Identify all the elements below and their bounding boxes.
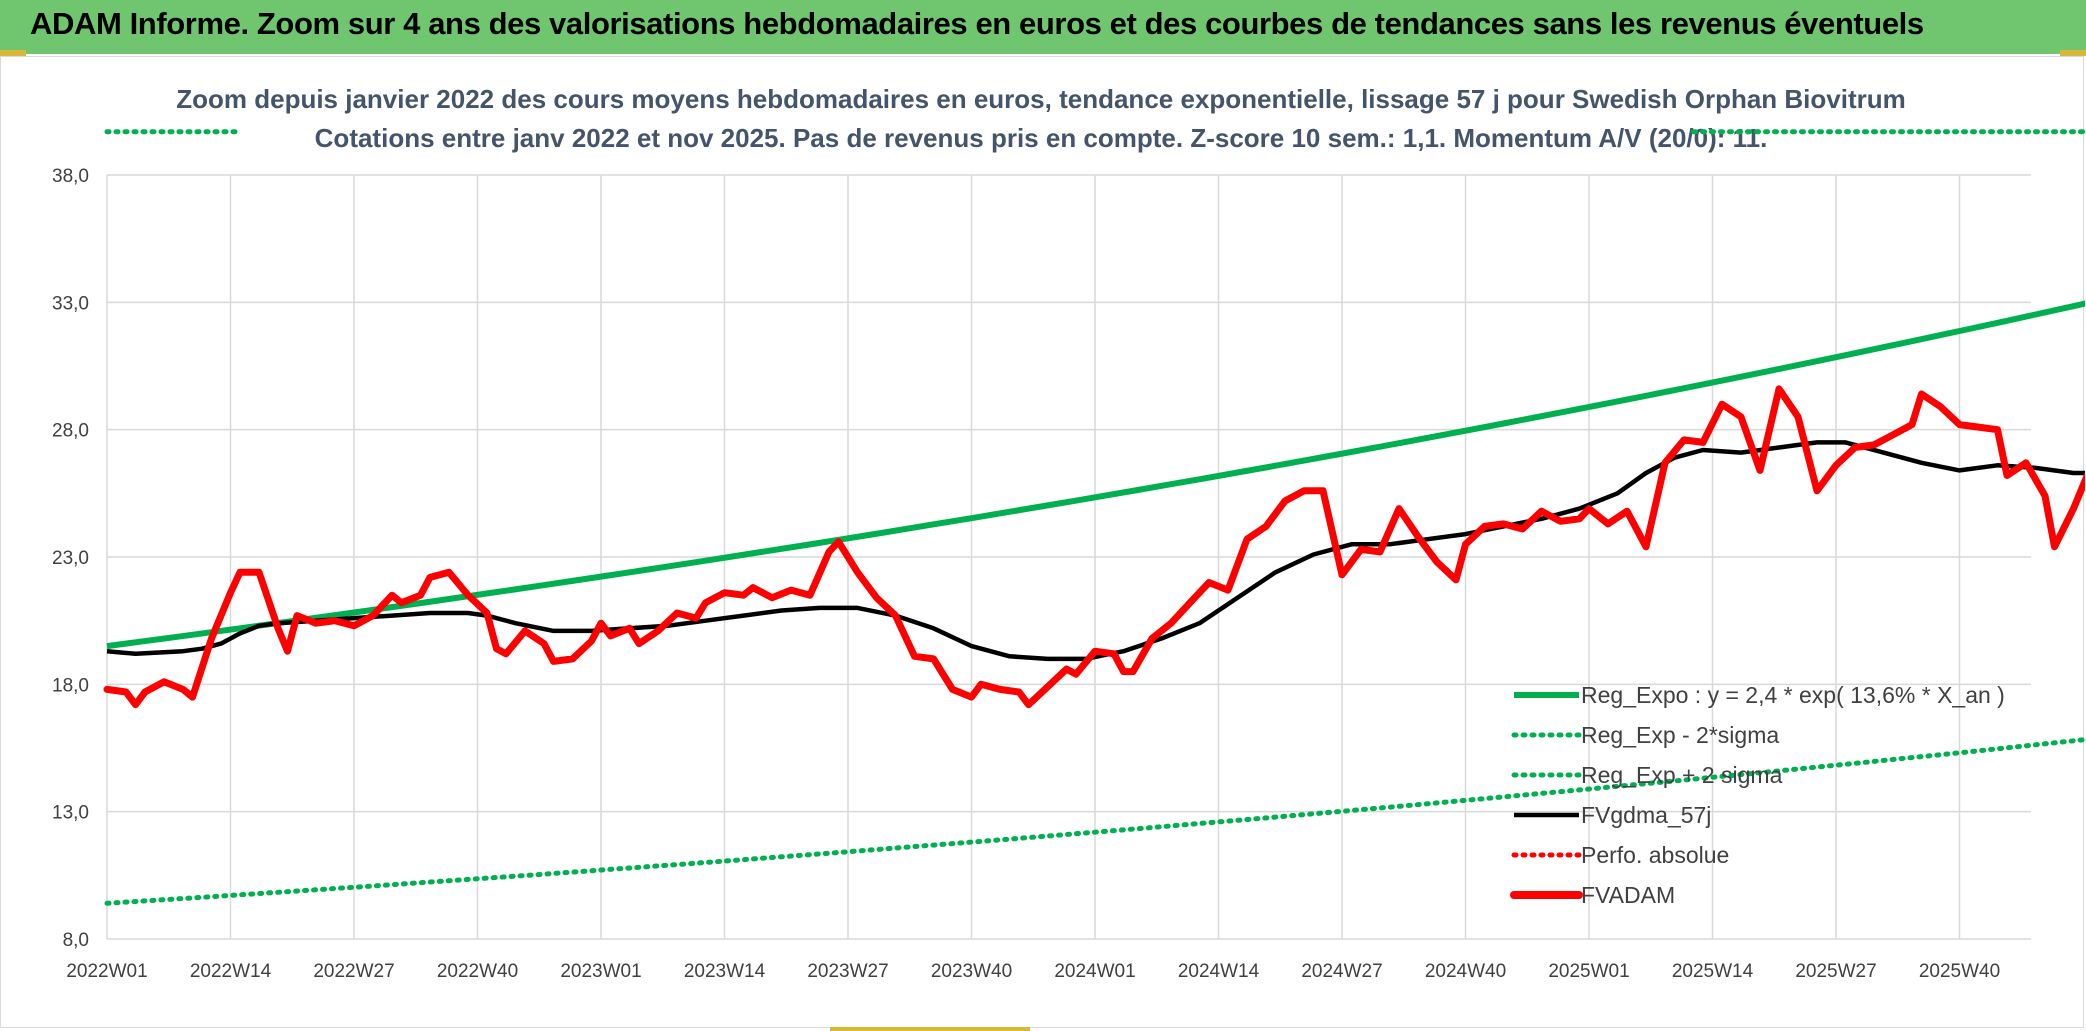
legend-label: FVADAM <box>1581 882 1675 908</box>
valuation-chart: Zoom depuis janvier 2022 des cours moyen… <box>52 84 2085 982</box>
x-tick-label: 2024W14 <box>1178 961 1260 982</box>
x-tick-label: 2022W27 <box>313 961 394 982</box>
y-tick-label: 8,0 <box>63 930 89 951</box>
legend-label: Perfo. absolue <box>1581 842 1729 868</box>
series-reg-expo <box>106 300 2085 650</box>
x-tick-label: 2023W27 <box>807 961 888 982</box>
x-tick-label: 2022W40 <box>437 961 518 982</box>
series-fvgdma-57j <box>106 440 2085 662</box>
chart-title-line1: Zoom depuis janvier 2022 des cours moyen… <box>176 84 1906 114</box>
y-tick-label: 33,0 <box>52 293 89 314</box>
legend-label: Reg_Exp + 2 sigma <box>1581 762 1783 788</box>
y-tick-label: 23,0 <box>52 548 89 569</box>
legend-label: FVgdma_57j <box>1581 802 1711 828</box>
legend-label: Reg_Expo : y = 2,4 * exp( 13,6% * X_an ) <box>1581 682 2005 708</box>
x-tick-label: 2022W01 <box>66 961 147 982</box>
x-tick-label: 2024W40 <box>1425 961 1506 982</box>
x-tick-label: 2025W01 <box>1548 961 1629 982</box>
x-tick-label: 2024W27 <box>1301 961 1382 982</box>
series-fvadam <box>103 385 2085 709</box>
chart-frame: Zoom depuis janvier 2022 des cours moyen… <box>0 56 2085 1028</box>
header-accent-left <box>0 50 26 56</box>
x-tick-label: 2025W14 <box>1672 961 1754 982</box>
report-title: ADAM Informe. Zoom sur 4 ans des valoris… <box>30 6 1924 41</box>
header-accent-right <box>2060 50 2086 56</box>
report-header: ADAM Informe. Zoom sur 4 ans des valoris… <box>0 0 2086 54</box>
legend-label: Reg_Exp - 2*sigma <box>1581 722 1779 748</box>
y-tick-label: 28,0 <box>52 421 89 442</box>
series-reg-exp-minus-2sigma <box>104 737 2085 906</box>
chart-title-line2: Cotations entre janv 2022 et nov 2025. P… <box>315 123 1768 153</box>
x-tick-label: 2024W01 <box>1054 961 1135 982</box>
x-tick-label: 2023W14 <box>684 961 766 982</box>
x-tick-label: 2023W40 <box>931 961 1012 982</box>
bottom-accent <box>830 1027 1030 1031</box>
x-tick-label: 2022W14 <box>190 961 272 982</box>
y-tick-label: 38,0 <box>52 166 89 187</box>
x-tick-label: 2025W40 <box>1919 961 2000 982</box>
y-tick-label: 18,0 <box>52 675 89 696</box>
x-tick-label: 2023W01 <box>560 961 641 982</box>
x-tick-label: 2025W27 <box>1795 961 1876 982</box>
y-tick-label: 13,0 <box>52 803 89 824</box>
